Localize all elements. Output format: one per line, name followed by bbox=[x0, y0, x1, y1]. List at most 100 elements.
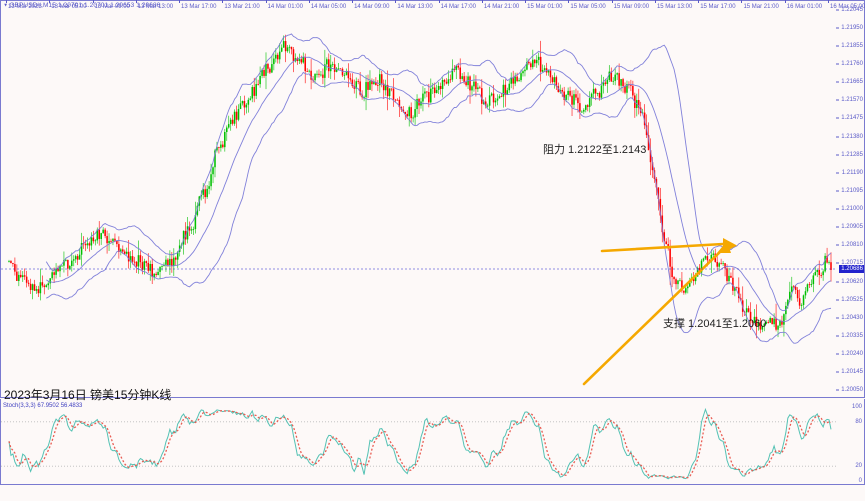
price-axis-tick bbox=[836, 136, 839, 138]
caret-down-icon[interactable]: ▾ bbox=[4, 2, 8, 9]
stochastic-label: Stoch(3,3,3) 67.9502 56.4833 bbox=[3, 403, 83, 409]
time-axis-tick bbox=[352, 0, 354, 3]
price-axis-label: 1.21760 bbox=[841, 60, 863, 67]
support-label: 支撑 1.2041至1.2060 bbox=[663, 318, 767, 330]
time-axis-label: 15 Mar 09:00 bbox=[613, 4, 650, 10]
price-axis-label: 1.21475 bbox=[841, 115, 863, 122]
price-axis-label: 1.21190 bbox=[841, 169, 863, 176]
time-axis-label: 13 Mar 2023 bbox=[8, 4, 42, 10]
price-axis-label: 1.21095 bbox=[841, 187, 863, 194]
time-axis-tick bbox=[568, 0, 570, 3]
time-axis-tick bbox=[395, 0, 397, 3]
time-axis-tick bbox=[525, 0, 527, 3]
price-axis-tick bbox=[836, 281, 839, 283]
time-axis-label: 14 Mar 17:00 bbox=[440, 4, 476, 10]
price-axis-label: 1.20715 bbox=[841, 260, 863, 267]
time-axis-label: 13 Mar 05:00 bbox=[51, 4, 87, 10]
time-axis-tick bbox=[135, 0, 137, 3]
time-axis-label: 15 Mar 01:00 bbox=[527, 4, 563, 10]
price-axis-tick bbox=[836, 190, 839, 192]
stochastic-canvas bbox=[1, 407, 837, 480]
price-axis-tick bbox=[836, 208, 839, 210]
price-axis-label: 1.20525 bbox=[841, 296, 863, 303]
stochastic-axis-label: 20 bbox=[855, 463, 862, 470]
time-axis-tick bbox=[308, 0, 310, 3]
time-axis-label: 15 Mar 13:00 bbox=[656, 4, 693, 10]
price-chart-panel[interactable] bbox=[0, 0, 837, 398]
time-axis-label: 15 Mar 17:00 bbox=[700, 4, 736, 10]
time-axis-label: 13 Mar 21:00 bbox=[224, 4, 260, 10]
price-axis-tick bbox=[836, 63, 839, 65]
price-axis-tick bbox=[836, 389, 839, 391]
price-axis-label: 1.20050 bbox=[841, 387, 863, 394]
price-axis-label: 1.21570 bbox=[841, 97, 863, 104]
price-axis-tick bbox=[836, 9, 839, 11]
stochastic-axis-label: 80 bbox=[855, 418, 862, 425]
time-axis-label: 16 Mar 01:00 bbox=[786, 4, 823, 10]
time-axis-label: 13 Mar 17:00 bbox=[181, 4, 217, 10]
time-axis-label: 15 Mar 05:00 bbox=[570, 4, 606, 10]
time-axis-tick bbox=[265, 0, 267, 3]
price-axis-tick bbox=[836, 299, 839, 301]
chart-symbol-header: ▾ GBPUSD#,M15 1.20701 1.20701 1.20653 1.2… bbox=[4, 1, 160, 9]
price-axis-label: 1.21665 bbox=[841, 79, 863, 86]
time-axis-tick bbox=[49, 0, 51, 3]
price-axis-label: 1.21380 bbox=[841, 133, 863, 140]
time-axis-tick bbox=[828, 0, 829, 3]
time-axis-label: 16 Mar 05:00 bbox=[830, 4, 865, 10]
time-axis-label: 14 Mar 13:00 bbox=[397, 4, 433, 10]
price-axis-tick bbox=[836, 81, 839, 83]
price-axis-label: 1.20620 bbox=[841, 278, 863, 285]
time-axis-tick bbox=[179, 0, 181, 3]
price-axis-tick bbox=[836, 27, 839, 29]
price-axis-tick bbox=[836, 226, 839, 228]
time-axis-tick bbox=[481, 0, 483, 3]
resistance-label: 阻力 1.2122至1.2143 bbox=[543, 144, 647, 156]
price-axis-label: 1.21855 bbox=[841, 42, 863, 49]
stochastic-panel[interactable] bbox=[0, 399, 837, 485]
time-axis-tick bbox=[611, 0, 613, 3]
price-axis-label: 1.21950 bbox=[841, 24, 863, 31]
price-axis-label: 1.20240 bbox=[841, 351, 863, 358]
price-axis-label: 1.20905 bbox=[841, 224, 863, 231]
price-axis-tick bbox=[836, 371, 839, 373]
time-axis-tick bbox=[222, 0, 224, 3]
time-axis-tick bbox=[784, 0, 786, 3]
time-axis-tick bbox=[698, 0, 700, 3]
stochastic-axis-label: 0 bbox=[858, 478, 862, 484]
price-axis-tick bbox=[836, 99, 839, 101]
time-axis-tick bbox=[438, 0, 440, 3]
stochastic-axis[interactable]: 100 80 20 0 bbox=[836, 399, 865, 485]
price-axis-label: 1.20430 bbox=[841, 314, 863, 321]
stochastic-axis-label: 100 bbox=[851, 404, 862, 410]
price-axis-tick bbox=[836, 335, 839, 337]
price-axis-label: 1.20145 bbox=[841, 369, 863, 376]
price-axis[interactable]: 1.22045 1.21950 1.21855 1.21760 1.21665 1.215… bbox=[836, 0, 865, 398]
price-axis-label: 1.21000 bbox=[841, 206, 863, 213]
time-axis-tick bbox=[741, 0, 743, 3]
time-axis-label: 14 Mar 01:00 bbox=[267, 4, 303, 10]
current-price-badge: 1.20686 bbox=[839, 265, 864, 273]
time-axis-tick bbox=[654, 0, 656, 3]
time-axis-label: 14 Mar 09:00 bbox=[354, 4, 390, 10]
price-axis-tick bbox=[836, 353, 839, 355]
price-axis-label: 1.21285 bbox=[841, 151, 863, 158]
time-axis-label: 13 Mar 13:00 bbox=[137, 4, 174, 10]
time-axis-label: 14 Mar 21:00 bbox=[483, 4, 520, 10]
time-axis-label: 14 Mar 05:00 bbox=[310, 4, 347, 10]
price-axis-tick bbox=[836, 172, 839, 174]
chart-caption: 2023年3月16日 镑美15分钟K线 bbox=[4, 388, 172, 402]
price-axis-label: 1.20810 bbox=[841, 242, 863, 249]
price-axis-label: 1.22045 bbox=[841, 6, 863, 13]
price-axis-tick bbox=[836, 317, 839, 319]
time-axis-tick bbox=[6, 0, 7, 3]
price-axis-tick bbox=[836, 244, 839, 246]
time-axis-label: 15 Mar 21:00 bbox=[743, 4, 779, 10]
symbol-ohlc-text: GBPUSD#,M15 1.20701 1.20701 1.20653 1.20… bbox=[9, 2, 161, 9]
price-axis-tick bbox=[836, 45, 839, 47]
price-axis-label: 1.20335 bbox=[841, 333, 863, 339]
price-axis-tick bbox=[836, 117, 839, 119]
price-axis-tick bbox=[836, 262, 839, 264]
price-chart-canvas bbox=[1, 33, 837, 386]
